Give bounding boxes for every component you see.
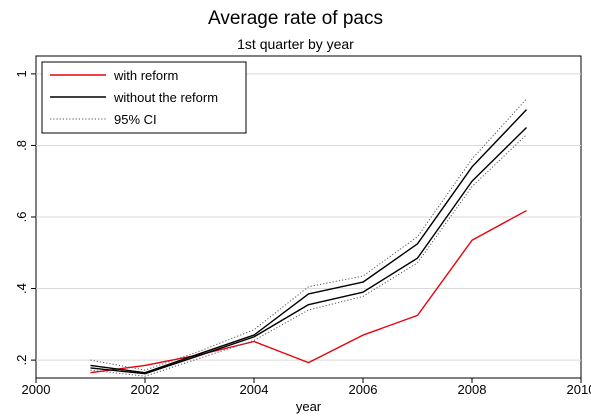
- y-tick-label: .6: [14, 212, 29, 223]
- series-4-point: [253, 339, 256, 342]
- series-line-1: [90, 127, 527, 375]
- series-0-point: [525, 209, 528, 212]
- series-2-point: [307, 292, 310, 295]
- x-axis-label: year: [296, 399, 322, 414]
- series-4-point: [362, 295, 365, 298]
- series-3-point: [525, 97, 528, 100]
- series-3-point: [89, 359, 92, 362]
- series-0-point: [362, 334, 365, 337]
- series-4-point: [198, 357, 201, 360]
- y-tick-label: .4: [14, 283, 29, 294]
- series-3-point: [144, 369, 147, 372]
- series-2-point: [362, 281, 365, 284]
- series-line-2: [90, 109, 528, 374]
- series-3-point: [307, 285, 310, 288]
- series-3-point: [198, 350, 201, 353]
- series-3-point: [362, 275, 365, 278]
- legend-label: 95% CI: [114, 112, 157, 127]
- x-tick-label: 2010: [567, 382, 591, 397]
- legend-label: without the reform: [113, 90, 218, 105]
- series-2-point: [416, 242, 419, 245]
- series-4-point: [144, 375, 147, 378]
- series-2-point: [253, 334, 256, 337]
- series-1-point: [362, 291, 365, 294]
- series-3-point: [416, 235, 419, 238]
- series-1-point: [416, 257, 419, 260]
- series-1-point: [471, 180, 474, 183]
- series-line-3: [90, 98, 527, 371]
- series-0-point: [471, 239, 474, 242]
- series-0-point: [144, 364, 147, 367]
- legend-label: with reform: [113, 68, 178, 83]
- series-1-point: [525, 126, 528, 129]
- x-tick-label: 2000: [22, 382, 51, 397]
- x-tick-label: 2008: [458, 382, 487, 397]
- series-3-point: [253, 328, 256, 331]
- series-4-point: [525, 133, 528, 136]
- y-tick-label: .8: [14, 140, 29, 151]
- series-0-point: [416, 314, 419, 317]
- series-line-4: [90, 134, 527, 377]
- series-2-point: [525, 108, 528, 111]
- series-3-point: [471, 158, 474, 161]
- series-1-point: [307, 303, 310, 306]
- series-2-point: [89, 364, 92, 367]
- x-tick-label: 2002: [131, 382, 160, 397]
- series-4-point: [416, 261, 419, 264]
- x-tick-label: 2004: [240, 382, 269, 397]
- series-0-point: [307, 361, 310, 364]
- chart-subtitle: 1st quarter by year: [237, 36, 354, 52]
- y-tick-label: 1: [14, 70, 29, 77]
- series-4-point: [471, 185, 474, 188]
- y-tick-label: .2: [14, 355, 29, 366]
- series-2-point: [471, 165, 474, 168]
- series-4-point: [89, 369, 92, 372]
- series-4-point: [307, 309, 310, 312]
- chart-title: Average rate of pacs: [208, 8, 383, 29]
- x-tick-label: 2006: [349, 382, 378, 397]
- series-line-0: [90, 209, 527, 374]
